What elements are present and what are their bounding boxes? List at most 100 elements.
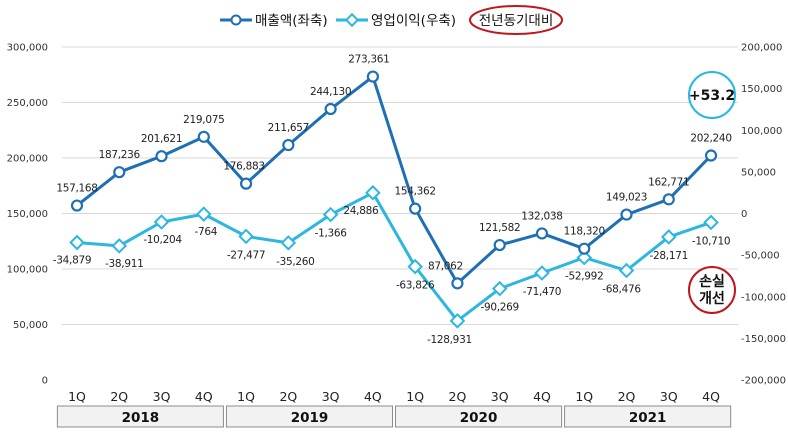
quarter-label: 1Q — [575, 389, 593, 404]
sales-data-label: 211,657 — [268, 122, 309, 134]
quarter-label: 4Q — [195, 389, 213, 404]
operating-profit-data-label: -35,260 — [276, 256, 314, 268]
quarter-label: 2Q — [449, 389, 467, 404]
operating-profit-data-label: 24,886 — [343, 205, 379, 217]
quarter-label: 3Q — [322, 389, 340, 404]
operating-profit-marker — [365, 185, 381, 201]
quarter-label: 3Q — [153, 389, 171, 404]
sales-marker — [113, 166, 126, 179]
year-label: 2018 — [122, 410, 160, 426]
right-y-axis: -200,000 -150,000 -100,000 -50,000 0 50,000 10… — [741, 43, 786, 387]
operating-profit-line — [76, 191, 712, 323]
loss-improvement-text-1: 손실 — [699, 274, 725, 290]
left-tick-label: 300,000 — [7, 43, 48, 54]
sales-data-label: 132,038 — [521, 210, 562, 222]
operating-profit-data-label: -27,477 — [227, 249, 265, 261]
sales-marker — [197, 130, 210, 143]
right-tick-label: 100,000 — [741, 126, 782, 137]
sales-data-label: 162,771 — [648, 176, 689, 188]
quarter-label: 2Q — [279, 389, 297, 404]
loss-improvement-callout — [688, 266, 736, 314]
legend-profit-marker — [344, 12, 360, 28]
legend-sales-label: 매출액(좌축) — [255, 13, 328, 29]
right-tick-label: -50,000 — [741, 251, 780, 262]
right-tick-label: 0 — [741, 209, 747, 220]
sales-marker — [409, 202, 422, 215]
sales-data-label: 202,240 — [690, 133, 731, 145]
year-label: 2021 — [629, 410, 667, 426]
operating-profit-data-label: -34,879 — [53, 255, 91, 267]
quarter-label: 4Q — [533, 389, 551, 404]
sales-marker — [366, 70, 379, 83]
quarter-label: 3Q — [660, 389, 678, 404]
sales-marker — [493, 238, 506, 252]
year-box — [564, 405, 732, 428]
operating-profit-data-label: -38,911 — [105, 258, 143, 270]
year-label: 2020 — [460, 410, 498, 426]
legend-sales-marker — [230, 14, 242, 26]
sales-data-label: 157,168 — [56, 183, 97, 195]
sales-marker — [324, 102, 337, 116]
operating-profit-marker — [703, 214, 719, 231]
operating-profit-marker — [491, 280, 508, 297]
operating-profit-marker — [196, 206, 212, 222]
quarter-label: 1Q — [68, 389, 86, 404]
legend: 매출액(좌축) 영업이익(우축) 전년동기대비 — [220, 5, 563, 35]
legend-profit-label: 영업이익(우축) — [371, 13, 456, 29]
quarter-label: 3Q — [491, 389, 509, 404]
left-tick-label: 0 — [42, 376, 48, 387]
operating-profit-data-label: -764 — [194, 226, 217, 238]
operating-profit-data-label: -28,171 — [650, 250, 688, 262]
right-tick-label: -150,000 — [741, 334, 786, 345]
x-axis: 1Q 2Q 3Q 4Q 1Q 2Q 3Q 4Q 1Q 2Q 3Q 4Q 1Q 2Q 3Q 4Q 2018 2019… — [56, 389, 732, 428]
operating-profit-marker — [111, 238, 128, 254]
quarter-label: 2Q — [110, 389, 128, 404]
year-box — [56, 405, 224, 428]
operating-profit-marker — [153, 214, 170, 230]
sales-data-label: 273,361 — [348, 54, 389, 66]
left-y-axis: 0 50,000 100,000 150,000 200,000 250,000 300,0… — [7, 43, 48, 387]
operating-profit-marker — [280, 235, 297, 251]
operating-profit-marker — [322, 206, 339, 223]
change-rate-callout — [688, 71, 736, 119]
sales-marker — [578, 242, 591, 255]
year-box — [395, 405, 563, 428]
sales-marker — [70, 199, 84, 212]
right-tick-label: 50,000 — [741, 167, 776, 178]
operating-profit-marker — [449, 313, 466, 329]
operating-profit-data-label: -68,476 — [602, 284, 641, 296]
sales-marker — [155, 150, 168, 163]
quarter-label: 1Q — [406, 389, 424, 404]
legend-note-ellipse — [469, 5, 563, 35]
year-box — [225, 405, 394, 428]
operating-profit-data-label: -1,366 — [315, 228, 348, 240]
left-tick-label: 200,000 — [7, 154, 48, 165]
change-rate-text: +53.2 — [689, 88, 735, 104]
operating-profit-data-label: -63,826 — [396, 280, 435, 292]
right-tick-label: 150,000 — [741, 84, 782, 95]
operating-profit-marker — [661, 229, 677, 245]
left-tick-label: 100,000 — [7, 265, 48, 276]
operating-profit-marker — [238, 228, 254, 245]
loss-improvement-text-2: 개선 — [699, 291, 725, 307]
sales-marker — [451, 277, 464, 290]
operating-profit-data-label: -10,204 — [143, 234, 182, 246]
sales-line — [76, 75, 713, 285]
sales-marker — [620, 208, 633, 221]
sales-data-label: 121,582 — [479, 222, 520, 234]
sales-marker — [662, 193, 675, 206]
sales-data-label: 219,075 — [183, 114, 224, 126]
sales-data-label: 176,883 — [223, 161, 264, 173]
operating-profit-data-label: -52,992 — [565, 271, 603, 283]
quarter-label: 2Q — [618, 389, 636, 404]
sales-data-label: 187,236 — [99, 149, 141, 161]
right-tick-label: -100,000 — [741, 292, 786, 303]
sales-data-label: 149,023 — [606, 192, 647, 204]
left-tick-label: 50,000 — [13, 320, 48, 331]
gridlines — [62, 46, 738, 325]
sales-data-label: 154,362 — [394, 186, 435, 198]
operating-profit-marker — [576, 249, 593, 266]
sales-data-label: 87,062 — [428, 260, 463, 272]
